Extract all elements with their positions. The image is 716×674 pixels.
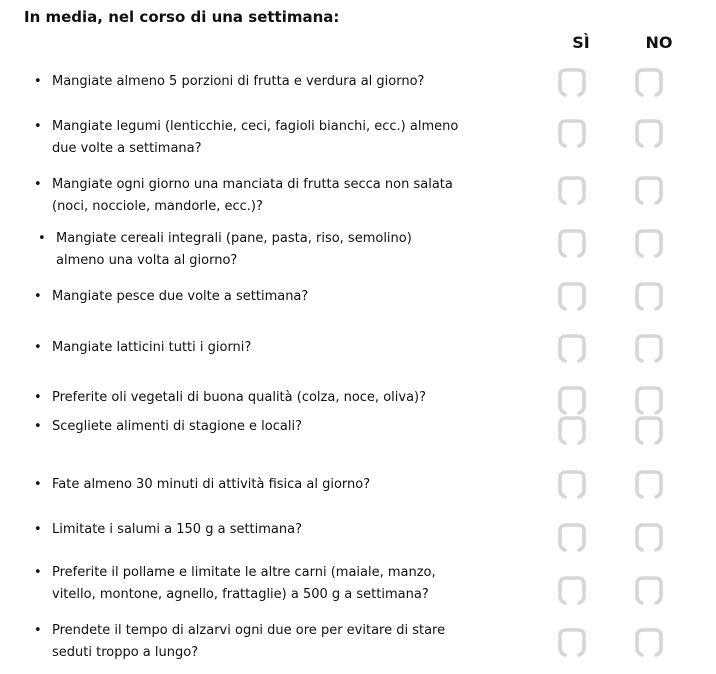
- question-text: Scegliete alimenti di stagione e locali?: [52, 416, 522, 438]
- checkbox-yes[interactable]: [556, 117, 588, 149]
- checkbox-no[interactable]: [633, 280, 665, 312]
- question-text: Limitate i salumi a 150 g a settimana?: [52, 519, 522, 541]
- checkbox-no[interactable]: [633, 468, 665, 500]
- checkbox-no[interactable]: [633, 174, 665, 206]
- question-text: Mangiate ogni giorno una manciata di fru…: [52, 174, 522, 218]
- checkbox-yes[interactable]: [556, 574, 588, 606]
- bullet-icon: •: [34, 340, 42, 355]
- question-line: (noci, nocciole, mandorle, ecc.)?: [52, 199, 263, 214]
- bullet-icon: •: [34, 477, 42, 492]
- question-text: Fate almeno 30 minuti di attività fisica…: [52, 474, 522, 496]
- question-text: Mangiate latticini tutti i giorni?: [52, 337, 522, 359]
- question-line: Mangiate ogni giorno una manciata di fru…: [52, 177, 453, 192]
- question-line: Preferite il pollame e limitate le altre…: [52, 565, 436, 580]
- bullet-icon: •: [34, 623, 42, 638]
- question-line: Mangiate legumi (lenticchie, ceci, fagio…: [52, 119, 459, 134]
- page-title: In media, nel corso di una settimana:: [24, 8, 340, 26]
- checkbox-yes[interactable]: [556, 414, 588, 446]
- bullet-icon: •: [34, 289, 42, 304]
- question-line: Mangiate latticini tutti i giorni?: [52, 340, 252, 355]
- bullet-icon: •: [34, 119, 42, 134]
- checkbox-yes[interactable]: [556, 626, 588, 658]
- bullet-icon: •: [34, 177, 42, 192]
- question-text: Mangiate cereali integrali (pane, pasta,…: [56, 228, 526, 272]
- question-text: Mangiate legumi (lenticchie, ceci, fagio…: [52, 116, 522, 160]
- bullet-icon: •: [34, 565, 42, 580]
- column-header-no: NO: [645, 33, 673, 52]
- checkbox-yes[interactable]: [556, 332, 588, 364]
- checkbox-no[interactable]: [633, 332, 665, 364]
- bullet-icon: •: [34, 419, 42, 434]
- question-line: Preferite oli vegetali di buona qualità …: [52, 390, 427, 405]
- checkbox-no[interactable]: [633, 117, 665, 149]
- checkbox-no[interactable]: [633, 66, 665, 98]
- checkbox-no[interactable]: [633, 384, 665, 416]
- checkbox-yes[interactable]: [556, 66, 588, 98]
- question-line: Mangiate pesce due volte a settimana?: [52, 289, 309, 304]
- question-line: Mangiate almeno 5 porzioni di frutta e v…: [52, 74, 425, 89]
- question-text: Preferite oli vegetali di buona qualità …: [52, 387, 522, 409]
- checkbox-yes[interactable]: [556, 280, 588, 312]
- question-line: vitello, montone, agnello, frattaglie) a…: [52, 587, 429, 602]
- question-line: due volte a settimana?: [52, 141, 202, 156]
- checkbox-yes[interactable]: [556, 384, 588, 416]
- checkbox-no[interactable]: [633, 227, 665, 259]
- question-text: Prendete il tempo di alzarvi ogni due or…: [52, 620, 522, 664]
- bullet-icon: •: [34, 522, 42, 537]
- question-line: Scegliete alimenti di stagione e locali?: [52, 419, 302, 434]
- question-line: Fate almeno 30 minuti di attività fisica…: [52, 477, 371, 492]
- question-line: seduti troppo a lungo?: [52, 645, 199, 660]
- bullet-icon: •: [38, 231, 46, 246]
- checkbox-yes[interactable]: [556, 468, 588, 500]
- checkbox-no[interactable]: [633, 521, 665, 553]
- checkbox-yes[interactable]: [556, 227, 588, 259]
- checkbox-no[interactable]: [633, 626, 665, 658]
- checkbox-no[interactable]: [633, 574, 665, 606]
- bullet-icon: •: [34, 74, 42, 89]
- question-line: almeno una volta al giorno?: [56, 253, 238, 268]
- checkbox-yes[interactable]: [556, 174, 588, 206]
- question-text: Mangiate pesce due volte a settimana?: [52, 286, 522, 308]
- question-line: Mangiate cereali integrali (pane, pasta,…: [56, 231, 412, 246]
- question-text: Preferite il pollame e limitate le altre…: [52, 562, 522, 606]
- question-line: Limitate i salumi a 150 g a settimana?: [52, 522, 303, 537]
- bullet-icon: •: [34, 390, 42, 405]
- question-text: Mangiate almeno 5 porzioni di frutta e v…: [52, 71, 522, 93]
- checkbox-yes[interactable]: [556, 521, 588, 553]
- column-header-yes: SÌ: [572, 33, 590, 52]
- checkbox-no[interactable]: [633, 414, 665, 446]
- question-line: Prendete il tempo di alzarvi ogni due or…: [52, 623, 446, 638]
